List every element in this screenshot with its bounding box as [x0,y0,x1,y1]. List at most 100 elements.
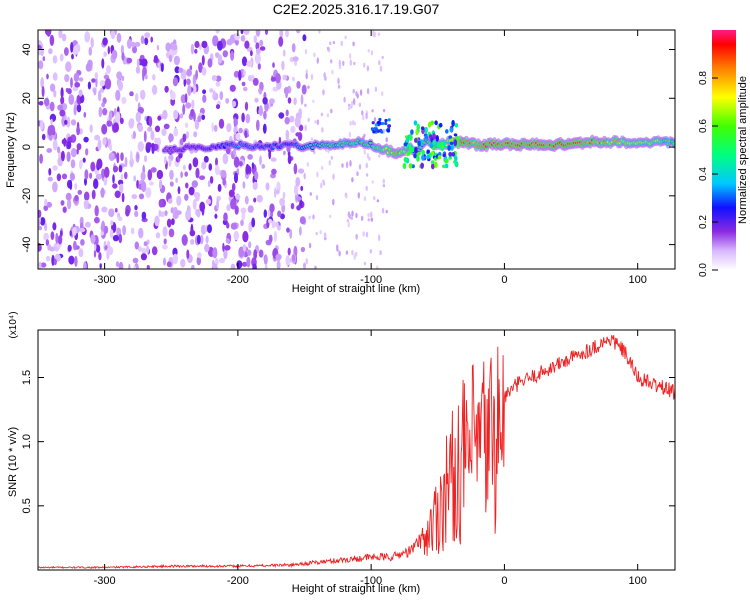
noise-speckle [83,191,90,201]
noise-speckle [109,143,113,151]
noise-speckle [323,232,327,239]
noise-speckle [352,88,355,94]
noise-speckle [296,81,301,89]
noise-speckle [124,156,128,168]
noise-speckle [40,77,44,89]
colorbar-gradient [712,30,736,270]
colorbar-tick-label: 0.2 [698,215,709,229]
noise-speckle [281,60,285,71]
colorbar-tick-label: 0.0 [698,263,709,277]
noise-speckle [101,58,105,69]
noise-speckle [64,47,69,56]
noise-speckle [371,180,374,184]
noise-speckle [376,199,380,203]
noise-speckle [234,205,239,215]
snr-panel: -300 -200 -100 0 100 0.5 1.0 1.5 Height of str… [7,311,676,595]
noise-speckle [39,153,43,164]
noise-speckle [128,263,131,269]
noise-speckle [169,181,174,187]
noise-speckle [156,169,164,180]
noise-speckle [114,208,118,213]
noise-speckle [307,117,310,122]
noise-speckle [97,139,102,151]
noise-speckle [121,52,125,61]
noise-speckle [265,182,270,191]
noise-speckle [106,120,113,127]
y-tick-label: 40 [21,43,33,55]
noise-speckle [48,168,52,176]
noise-speckle [312,214,315,220]
noise-speckle [78,77,84,82]
noise-speckle [258,108,263,115]
noise-speckle [171,218,175,226]
signal-scatter [427,121,432,128]
noise-speckle [258,88,263,95]
noise-speckle [83,261,87,269]
signal-scatter [407,143,411,147]
noise-speckle [116,152,120,164]
signal-scatter [442,164,446,169]
noise-speckle [202,94,207,103]
noise-speckle [108,208,115,218]
noise-speckle [45,239,50,247]
noise-speckle [60,150,65,162]
noise-speckle [322,89,325,96]
noise-speckle [291,254,296,262]
noise-speckle [78,248,84,258]
noise-speckle [49,34,55,47]
noise-speckle [332,173,335,180]
noise-speckle [321,127,324,133]
noise-speckle [192,84,197,95]
noise-speckle [251,217,256,228]
noise-speckle [182,104,186,115]
noise-speckle [38,209,42,218]
noise-speckle [153,55,158,63]
snr-plot-area [38,330,675,570]
signal-scatter [454,162,459,167]
noise-speckle [315,231,318,236]
noise-speckle [330,108,333,114]
noise-speckle [253,197,257,203]
noise-speckle [111,49,118,60]
noise-speckle [154,215,160,227]
noise-speckle [363,261,367,266]
noise-speckle [370,217,373,222]
noise-speckle [38,218,41,227]
spectrogram-y-label: Frequency (Hz) [5,112,17,188]
noise-speckle [41,133,46,141]
noise-speckle [216,198,220,210]
noise-speckle [195,208,198,216]
noise-speckle [73,104,77,116]
noise-speckle [76,126,80,136]
noise-speckle [322,179,325,184]
noise-speckle [48,48,53,55]
noise-speckle [38,60,44,70]
noise-speckle [268,218,273,224]
noise-speckle [145,187,152,199]
noise-speckle [371,109,374,113]
noise-speckle [248,241,252,249]
noise-speckle [179,113,184,119]
noise-speckle [239,161,243,167]
noise-speckle [299,216,306,225]
noise-speckle [139,54,145,60]
noise-speckle [61,138,68,145]
noise-speckle [94,134,100,141]
noise-speckle [112,122,119,133]
noise-speckle [303,262,306,269]
signal-scatter [454,155,458,162]
noise-speckle [284,116,290,125]
noise-speckle [341,163,344,168]
noise-speckle [304,48,308,55]
noise-speckle [256,194,263,203]
noise-speckle [38,244,42,252]
noise-speckle [168,228,175,238]
noise-speckle [377,32,381,36]
noise-speckle [262,97,268,105]
noise-speckle [332,40,336,45]
noise-speckle [112,165,119,173]
noise-speckle [193,112,196,122]
noise-speckle [257,63,261,70]
snr-x-ticks: -300 -200 -100 0 100 [94,330,647,587]
noise-speckle [52,181,58,193]
